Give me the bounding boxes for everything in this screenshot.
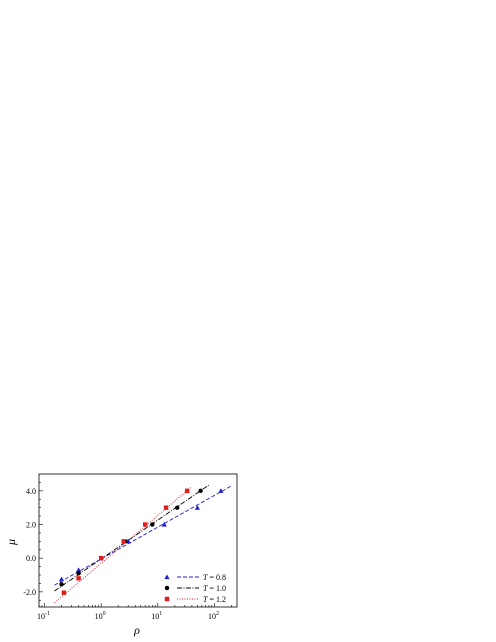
data-point xyxy=(98,555,104,561)
plot-frame xyxy=(38,473,238,608)
x-tick-label: 101 xyxy=(151,611,162,621)
legend-label: T = 0.8 xyxy=(203,573,226,582)
data-point xyxy=(121,539,126,544)
legend-item-3: T = 1.2 xyxy=(164,595,226,604)
data-point xyxy=(143,522,148,527)
x-tick-label: 10-1 xyxy=(37,611,50,621)
legend-item-2: T = 1.0 xyxy=(164,584,226,593)
x-tick-label: 100 xyxy=(95,611,106,621)
data-point xyxy=(161,521,167,527)
data-point xyxy=(76,571,81,576)
data-point xyxy=(194,505,200,510)
y-tick-label: 4.0 xyxy=(26,487,36,496)
data-point xyxy=(174,505,180,510)
y-axis-title: μ xyxy=(4,539,18,546)
series-1 xyxy=(54,485,232,586)
fit-line-1 xyxy=(54,485,232,586)
series-layer xyxy=(54,484,232,604)
y-tick-label: 0.0 xyxy=(26,554,36,563)
data-point xyxy=(76,576,81,581)
data-point xyxy=(58,576,65,582)
series-3 xyxy=(54,486,193,604)
y-tick-label: 2.0 xyxy=(26,521,36,530)
data-point xyxy=(150,522,155,527)
legend-label: T = 1.2 xyxy=(203,595,226,604)
data-point xyxy=(218,488,224,493)
data-point xyxy=(198,488,203,494)
legend-item-1: T = 0.8 xyxy=(164,573,226,582)
legend-label: T = 1.0 xyxy=(203,584,226,593)
y-tick-label: -2.0 xyxy=(23,588,36,597)
legend: T = 0.8 T = 1.0 T = 1.2 xyxy=(164,573,226,604)
data-point xyxy=(61,590,67,595)
legend-marker xyxy=(164,596,170,602)
axes: 10-1 100 101 102 -2.0 0.0 2.0 4.0 xyxy=(23,473,238,621)
legend-marker xyxy=(164,574,170,580)
data-point xyxy=(59,582,64,587)
legend-marker xyxy=(164,585,170,591)
x-axis-title: ρ xyxy=(133,623,140,637)
fit-line-3 xyxy=(54,486,193,604)
data-point xyxy=(76,567,82,573)
x-tick-label: 102 xyxy=(208,611,219,621)
data-point xyxy=(184,488,190,494)
data-point xyxy=(163,505,169,510)
